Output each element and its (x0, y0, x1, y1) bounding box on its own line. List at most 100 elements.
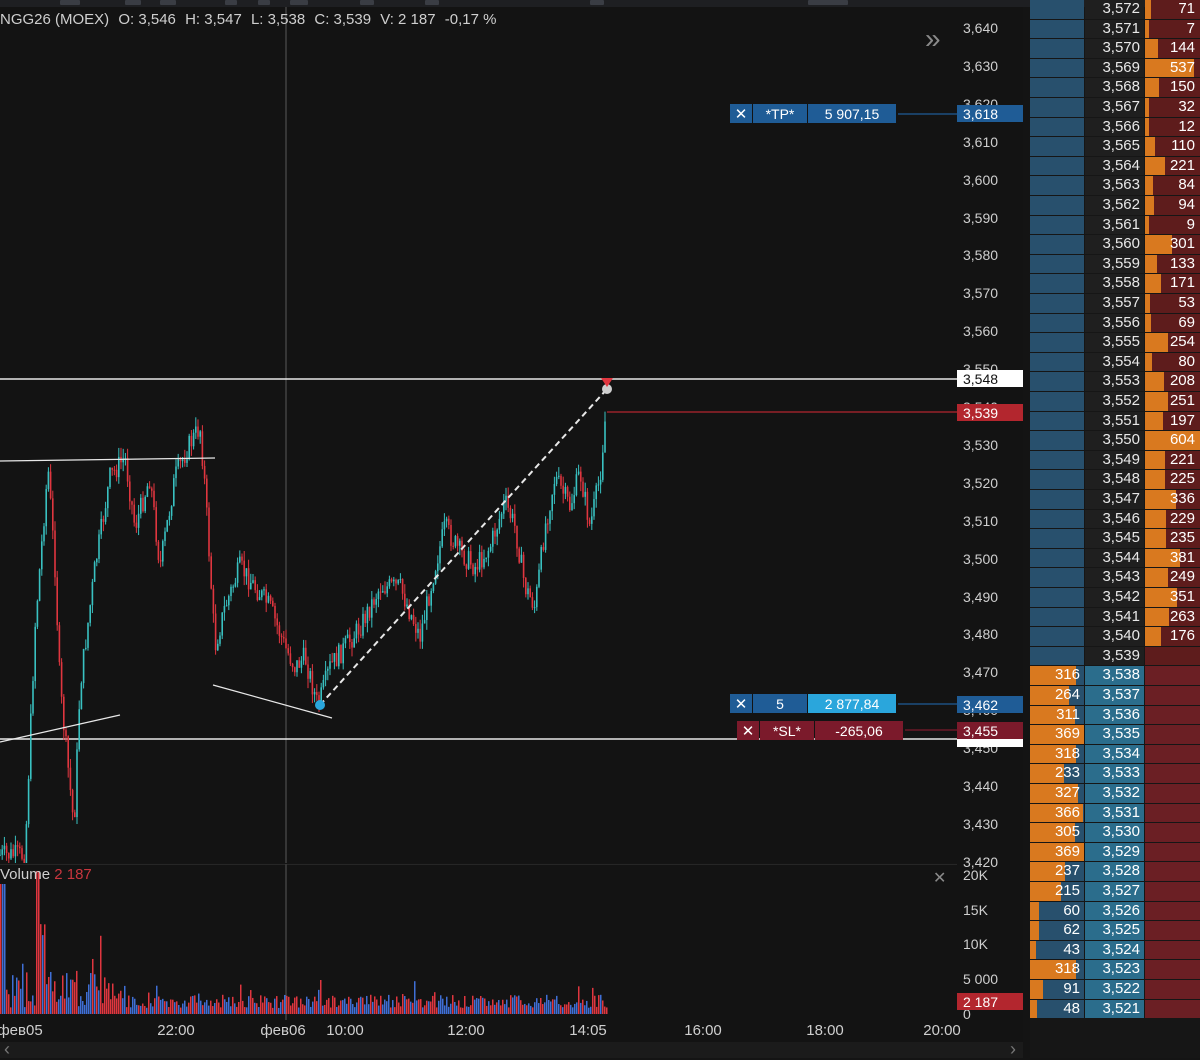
bid-cell[interactable] (1030, 352, 1084, 372)
ask-cell[interactable] (1145, 784, 1200, 803)
ask-cell[interactable]: 84 (1145, 176, 1200, 195)
ask-cell[interactable]: 133 (1145, 254, 1200, 274)
ask-row[interactable]: 3,544 381 (1030, 548, 1200, 569)
ask-row[interactable]: 3,549 221 (1030, 450, 1200, 471)
bid-cell[interactable] (1030, 78, 1084, 97)
ask-price[interactable]: 3,549 (1085, 450, 1144, 470)
bid-row[interactable]: 311 3,536 (1030, 705, 1200, 726)
ask-row[interactable]: 3,547 336 (1030, 490, 1200, 510)
ask-row[interactable]: 3,557 53 (1030, 294, 1200, 314)
bid-cell[interactable]: 215 (1030, 882, 1084, 901)
order-book[interactable]: 3,572 71 3,571 7 3,570 144 3,569 537 3,5… (1030, 0, 1200, 1058)
ask-price[interactable]: 3,542 (1085, 588, 1144, 607)
bid-cell[interactable] (1030, 548, 1084, 568)
bid-cell[interactable]: 233 (1030, 764, 1084, 783)
ask-cell[interactable]: 150 (1145, 78, 1200, 97)
bid-row[interactable]: 318 3,523 (1030, 960, 1200, 980)
ask-price[interactable]: 3,554 (1085, 352, 1144, 372)
ask-cell[interactable] (1145, 725, 1200, 744)
ask-cell[interactable]: 208 (1145, 372, 1200, 391)
bid-cell[interactable]: 91 (1030, 980, 1084, 999)
ask-cell[interactable]: 235 (1145, 529, 1200, 548)
ask-price[interactable]: 3,568 (1085, 78, 1144, 97)
ask-cell[interactable] (1145, 803, 1200, 823)
bid-cell[interactable] (1030, 294, 1084, 313)
bid-cell[interactable] (1030, 196, 1084, 215)
time-axis[interactable]: фев05 22:00 фев06 10:00 12:00 14:05 16:00 18:00… (0, 1020, 1023, 1042)
take-profit-order[interactable]: ✕ *TP* 5 907,15 (730, 104, 896, 123)
ask-cell[interactable] (1145, 705, 1200, 725)
ask-cell[interactable] (1145, 646, 1200, 666)
ask-row[interactable]: 3,566 12 (1030, 117, 1200, 138)
trendline-lower[interactable] (0, 714, 121, 743)
ask-row[interactable]: 3,545 235 (1030, 529, 1200, 549)
bid-cell[interactable] (1030, 470, 1084, 489)
ask-price[interactable]: 3,567 (1085, 98, 1144, 117)
ask-row[interactable]: 3,564 221 (1030, 156, 1200, 177)
ask-cell[interactable]: 176 (1145, 627, 1200, 646)
ask-cell[interactable] (1145, 882, 1200, 901)
bid-row[interactable]: 215 3,527 (1030, 882, 1200, 902)
ask-cell[interactable]: 32 (1145, 98, 1200, 117)
bid-cell[interactable]: 62 (1030, 921, 1084, 940)
ask-price[interactable]: 3,563 (1085, 176, 1144, 195)
ask-cell[interactable]: 351 (1145, 588, 1200, 607)
bid-cell[interactable] (1030, 58, 1084, 78)
bid-row[interactable]: 316 3,538 (1030, 666, 1200, 686)
ask-price[interactable]: 3,564 (1085, 156, 1144, 176)
ask-cell[interactable] (1145, 842, 1200, 862)
bid-price[interactable]: 3,524 (1085, 940, 1144, 960)
bid-row[interactable]: 264 3,537 (1030, 686, 1200, 706)
ask-row[interactable]: 3,542 351 (1030, 588, 1200, 608)
bid-price[interactable]: 3,538 (1085, 666, 1144, 685)
ask-cell[interactable]: 336 (1145, 490, 1200, 509)
ask-price[interactable]: 3,559 (1085, 254, 1144, 274)
bid-price[interactable]: 3,522 (1085, 980, 1144, 999)
ask-row[interactable]: 3,565 110 (1030, 137, 1200, 157)
bid-cell[interactable]: 264 (1030, 686, 1084, 705)
bid-cell[interactable] (1030, 313, 1084, 333)
ask-price[interactable]: 3,560 (1085, 235, 1144, 254)
ask-row[interactable]: 3,554 80 (1030, 352, 1200, 373)
ask-row[interactable]: 3,567 32 (1030, 98, 1200, 118)
toolbar-button[interactable] (225, 0, 237, 5)
bid-cell[interactable] (1030, 529, 1084, 548)
bid-cell[interactable] (1030, 137, 1084, 156)
bid-row[interactable]: 48 3,521 (1030, 999, 1200, 1020)
price-chart[interactable]: NGG26 (MOEX) O: 3,546 H: 3,547 L: 3,538 … (0, 7, 957, 863)
ask-cell[interactable]: 604 (1145, 431, 1200, 450)
trendline-support[interactable] (212, 684, 333, 719)
ask-row[interactable]: 3,562 94 (1030, 196, 1200, 216)
bid-price[interactable]: 3,534 (1085, 744, 1144, 764)
bid-cell[interactable]: 369 (1030, 842, 1084, 862)
bid-price[interactable]: 3,521 (1085, 999, 1144, 1019)
bid-price[interactable]: 3,536 (1085, 705, 1144, 725)
ask-price[interactable]: 3,540 (1085, 627, 1144, 646)
bid-cell[interactable] (1030, 254, 1084, 274)
ask-row[interactable]: 3,555 254 (1030, 333, 1200, 353)
spread-price[interactable]: 3,539 (1085, 646, 1144, 666)
bid-cell[interactable] (1030, 568, 1084, 587)
bid-cell[interactable] (1030, 98, 1084, 117)
ask-price[interactable]: 3,546 (1085, 509, 1144, 529)
ask-row[interactable]: 3,546 229 (1030, 509, 1200, 530)
bid-cell[interactable]: 311 (1030, 705, 1084, 725)
bid-price[interactable]: 3,525 (1085, 921, 1144, 940)
bid-cell[interactable] (1030, 431, 1084, 450)
ask-row[interactable]: 3,570 144 (1030, 39, 1200, 59)
scroll-left-icon[interactable]: ‹ (4, 1039, 10, 1059)
toolbar-button[interactable] (590, 0, 604, 5)
ask-price[interactable]: 3,552 (1085, 392, 1144, 411)
ask-row[interactable]: 3,559 133 (1030, 254, 1200, 275)
bid-cell[interactable]: 43 (1030, 940, 1084, 960)
toolbar-button[interactable] (808, 0, 848, 5)
ask-cell[interactable]: 537 (1145, 58, 1200, 78)
bid-cell[interactable] (1030, 333, 1084, 352)
ask-cell[interactable] (1145, 921, 1200, 940)
entry-marker[interactable] (315, 700, 325, 710)
ask-price[interactable]: 3,551 (1085, 411, 1144, 431)
trendline-resistance[interactable] (0, 457, 216, 462)
toolbar-button[interactable] (125, 0, 141, 5)
bid-cell[interactable] (1030, 19, 1084, 39)
bid-row[interactable]: 62 3,525 (1030, 921, 1200, 941)
